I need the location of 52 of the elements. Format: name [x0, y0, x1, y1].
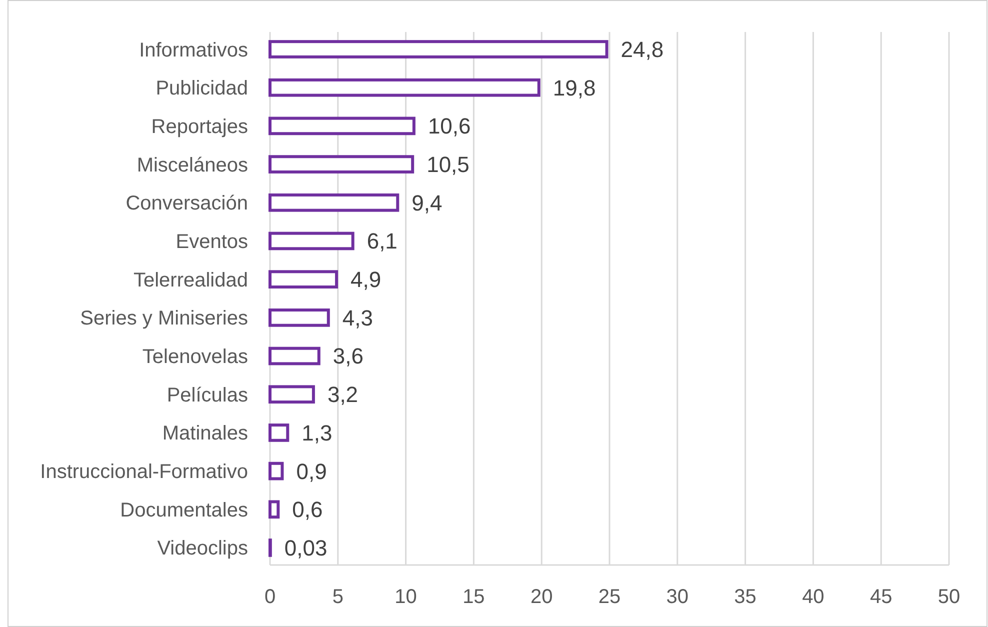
data-label: 3,2 — [327, 382, 358, 408]
x-tick-label: 25 — [598, 586, 621, 608]
x-tick-label: 30 — [666, 586, 689, 608]
x-tick-label: 10 — [394, 586, 417, 608]
y-tick-label: Reportajes — [151, 116, 248, 138]
data-label: 19,8 — [552, 75, 596, 100]
bar — [268, 40, 608, 58]
x-tick-label: 50 — [938, 586, 960, 608]
y-tick-label: Telenovelas — [142, 346, 248, 368]
y-tick-label: Series y Miniseries — [80, 308, 248, 330]
y-tick-label: Conversación — [126, 192, 248, 215]
data-label: 6,1 — [366, 228, 398, 254]
y-tick-label: Misceláneos — [136, 154, 248, 176]
y-tick-label: Telerrealidad — [133, 269, 248, 292]
y-tick-label: Eventos — [176, 230, 248, 253]
bar — [268, 155, 414, 174]
data-label: 0,03 — [284, 535, 328, 560]
y-tick-label: Instruccional-Formativo — [40, 461, 248, 484]
bar — [268, 462, 284, 480]
x-tick-label: 15 — [462, 586, 485, 608]
data-label: 10,6 — [428, 114, 471, 139]
bar — [268, 232, 354, 250]
data-label: 0,6 — [292, 497, 323, 522]
data-label: 4,9 — [350, 267, 382, 292]
data-label: 24,8 — [620, 36, 664, 62]
data-label: 3,6 — [332, 344, 364, 369]
y-tick-label: Matinales — [162, 422, 248, 445]
data-label: 0,9 — [296, 458, 327, 484]
bar — [268, 308, 330, 327]
bar — [268, 193, 400, 212]
y-tick-label: Documentales — [120, 499, 248, 522]
y-tick-label: Informativos — [139, 39, 248, 62]
y-tick-label: Películas — [166, 384, 248, 406]
bar — [268, 270, 338, 288]
data-label: 9,4 — [412, 190, 442, 216]
bar — [268, 424, 290, 442]
x-tick-label: 0 — [264, 586, 276, 608]
x-tick-label: 5 — [332, 586, 344, 608]
bar — [268, 385, 315, 404]
data-label: 10,5 — [426, 152, 470, 177]
bar — [268, 78, 540, 97]
bar — [268, 346, 320, 366]
x-tick-label: 35 — [734, 586, 756, 608]
data-label: 4,3 — [342, 305, 373, 330]
x-tick-label: 40 — [802, 586, 824, 608]
bar — [268, 116, 416, 136]
x-tick-label: 20 — [530, 586, 553, 608]
y-tick-label: Videoclips — [157, 538, 248, 560]
data-label: 1,3 — [302, 420, 332, 446]
y-tick-label: Publicidad — [156, 78, 248, 100]
x-tick-label: 45 — [870, 586, 892, 608]
bar — [268, 500, 280, 519]
